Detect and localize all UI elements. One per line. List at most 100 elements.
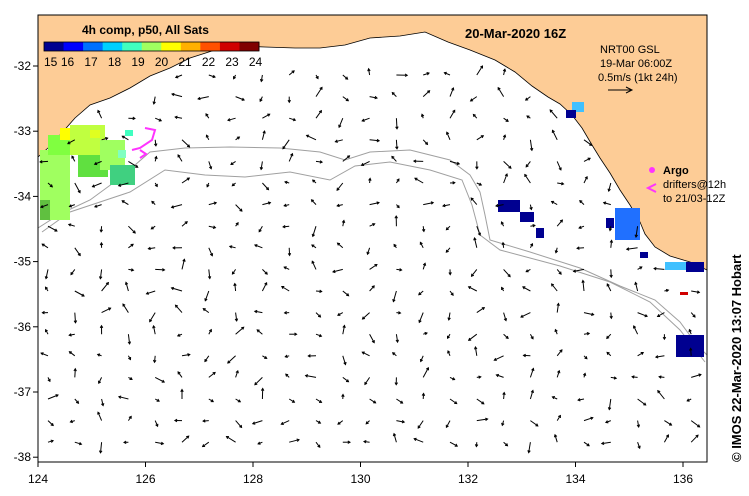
x-tick-label: 132 bbox=[458, 472, 478, 486]
model-label: NRT00 GSL bbox=[600, 44, 660, 56]
current-vector bbox=[342, 290, 349, 297]
current-vector bbox=[283, 225, 290, 228]
current-vector bbox=[281, 420, 290, 425]
current-vector bbox=[226, 436, 236, 443]
current-vector bbox=[368, 68, 371, 76]
current-vector bbox=[520, 312, 531, 318]
current-vector bbox=[203, 308, 210, 314]
current-vector bbox=[127, 334, 131, 344]
sst-patches-west bbox=[40, 125, 135, 220]
x-tick-label: 126 bbox=[135, 472, 155, 486]
current-vector bbox=[610, 269, 612, 278]
current-vector bbox=[177, 154, 183, 162]
current-vector bbox=[391, 156, 397, 162]
current-vector bbox=[235, 96, 245, 101]
current-vector bbox=[262, 202, 271, 206]
current-vector bbox=[197, 96, 209, 100]
current-vector bbox=[202, 441, 210, 448]
current-vector bbox=[153, 96, 156, 104]
y-tick-label: -35 bbox=[14, 255, 32, 269]
current-vector bbox=[577, 247, 585, 249]
current-vector bbox=[40, 160, 49, 163]
current-vector bbox=[208, 202, 217, 206]
current-vector bbox=[288, 70, 295, 76]
current-vector bbox=[657, 390, 665, 400]
y-axis: -32 -33 -34 -35 -36 -37 -38 bbox=[14, 59, 38, 464]
current-vector bbox=[552, 130, 558, 141]
current-vector bbox=[208, 372, 216, 378]
current-vector bbox=[503, 269, 511, 277]
current-vector bbox=[342, 96, 349, 102]
current-vector bbox=[556, 370, 560, 378]
current-vector bbox=[261, 130, 266, 140]
current-vector bbox=[446, 132, 451, 140]
current-vector bbox=[476, 135, 484, 141]
y-tick-label: -37 bbox=[14, 385, 32, 399]
current-vector bbox=[422, 90, 430, 97]
current-vector bbox=[556, 219, 563, 227]
current-vector bbox=[691, 374, 702, 378]
current-vector bbox=[234, 283, 237, 292]
current-vector bbox=[690, 420, 700, 428]
current-vector bbox=[420, 355, 424, 362]
current-vector bbox=[364, 377, 371, 385]
current-vector bbox=[181, 435, 190, 443]
current-vector bbox=[414, 438, 424, 443]
current-vector bbox=[476, 418, 488, 422]
current-vector bbox=[175, 304, 183, 313]
current-vector bbox=[342, 355, 346, 365]
current-vector bbox=[235, 370, 239, 378]
current-vector bbox=[74, 247, 81, 256]
current-vector bbox=[606, 283, 612, 292]
current-vector bbox=[556, 161, 562, 171]
current-vector bbox=[68, 223, 75, 227]
current-vector bbox=[582, 280, 585, 292]
map-title: 20-Mar-2020 16Z bbox=[465, 26, 566, 41]
y-tick-label: -36 bbox=[14, 320, 32, 334]
current-vector bbox=[175, 74, 183, 78]
current-vector bbox=[118, 182, 129, 187]
model-time: 19-Mar 06:00Z bbox=[600, 58, 672, 70]
current-vector bbox=[691, 290, 700, 293]
current-vector bbox=[40, 204, 49, 208]
current-vector bbox=[471, 269, 478, 277]
current-vector bbox=[470, 96, 478, 102]
current-vector bbox=[67, 139, 76, 145]
current-vector bbox=[448, 312, 451, 320]
current-vector bbox=[97, 110, 103, 119]
current-vector bbox=[311, 199, 317, 205]
current-vector bbox=[148, 247, 156, 250]
current-vector bbox=[306, 134, 317, 141]
current-vector bbox=[395, 118, 398, 129]
current-vector bbox=[288, 153, 293, 162]
current-vector bbox=[476, 226, 481, 236]
current-vector bbox=[690, 348, 692, 356]
colorbar-tick-label: 19 bbox=[131, 55, 145, 69]
current-vector bbox=[503, 161, 512, 169]
current-vector bbox=[392, 290, 397, 302]
current-vector bbox=[262, 182, 269, 190]
current-vector bbox=[449, 398, 457, 405]
current-vector bbox=[663, 434, 669, 443]
current-vector bbox=[289, 439, 300, 443]
current-vector bbox=[101, 282, 109, 292]
sst-patches-east bbox=[498, 102, 704, 357]
current-vector bbox=[449, 87, 454, 97]
x-tick-label: 130 bbox=[350, 472, 370, 486]
current-vector bbox=[122, 303, 129, 313]
current-vector bbox=[101, 137, 108, 141]
colorbar-tick-label: 20 bbox=[155, 55, 169, 69]
current-vector bbox=[155, 441, 164, 445]
current-vector bbox=[529, 390, 534, 400]
current-vector bbox=[98, 377, 103, 384]
current-vector bbox=[557, 182, 564, 185]
current-vector bbox=[256, 329, 263, 335]
current-vector bbox=[121, 200, 129, 206]
current-vector bbox=[204, 355, 210, 362]
current-vector bbox=[422, 367, 429, 378]
y-tick-label: -32 bbox=[14, 59, 32, 73]
current-vector bbox=[262, 269, 268, 275]
colorbar-tick-label: 15 bbox=[44, 55, 58, 69]
argo-legend: Argo drifters@12h to 21/03-12Z bbox=[649, 165, 726, 205]
